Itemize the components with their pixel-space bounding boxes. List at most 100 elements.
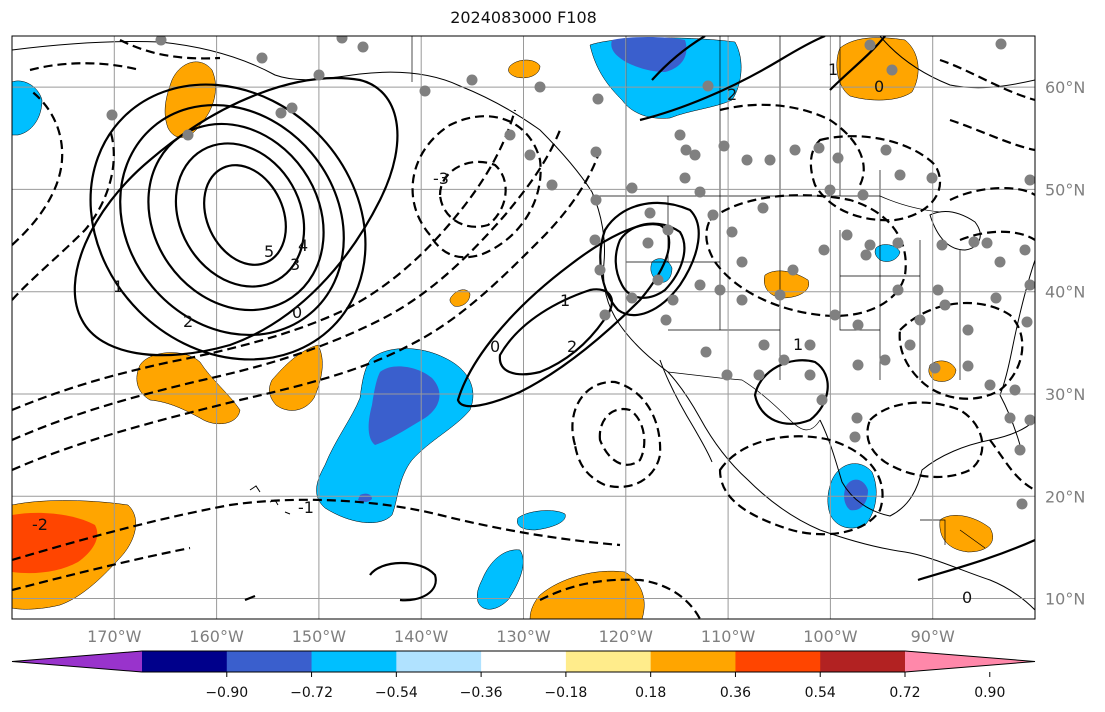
contour-label: 4: [298, 236, 308, 255]
colorbar-segment: [565, 651, 652, 672]
contour-label: 1: [560, 291, 570, 310]
shade-negative-tropics-1: [517, 510, 566, 531]
latitude-tick-label: 20°N: [1045, 487, 1085, 506]
latitude-tick-label: 40°N: [1045, 283, 1085, 302]
station-dot: [904, 339, 916, 351]
station-dot: [694, 186, 706, 198]
station-dot: [753, 369, 765, 381]
contour-label: 2: [183, 312, 193, 331]
station-dot: [419, 85, 431, 97]
shade-positive-small-2: [449, 289, 471, 307]
colorbar-segment: [481, 651, 567, 672]
station-dot: [626, 292, 638, 304]
longitude-tick-label: 160°W: [189, 627, 244, 646]
contour-neg-west-1: [12, 89, 64, 246]
contour-west-us-1: [599, 201, 700, 317]
latitude-tick-label: 50°N: [1045, 180, 1085, 199]
station-dot: [589, 234, 601, 246]
station-dot: [182, 129, 194, 141]
station-dot: [546, 179, 558, 191]
station-dot: [660, 314, 672, 326]
colorbar-outline: [11, 650, 1036, 673]
contour-neg-tropics-1: [12, 498, 621, 562]
longitude-tick-label: 130°W: [496, 627, 551, 646]
longitude-labels: 170°W 160°W 150°W 140°W 130°W 120°W 110°W 100°W…: [87, 627, 955, 646]
station-dot: [726, 226, 738, 238]
station-dot: [1016, 498, 1028, 510]
colorbar-tick-label: 0.54: [805, 685, 836, 701]
colorbar-segment: [311, 651, 397, 672]
colorbar-tick-label: −0.90: [205, 685, 248, 701]
station-dot: [644, 207, 656, 219]
shade-negative-midwest: [874, 244, 901, 262]
station-dot: [642, 237, 654, 249]
station-dot: [994, 256, 1006, 268]
contour-label: 1: [113, 277, 123, 296]
contour-neg-mexico-1: [718, 435, 884, 536]
station-dot: [860, 249, 872, 261]
station-dot: [1019, 244, 1031, 256]
contour-neg-pacific-3: [12, 109, 517, 412]
station-dot: [864, 239, 876, 251]
station-dot: [504, 129, 516, 141]
shade-negative-pacific-spot: [358, 493, 372, 503]
contour-neg-plains-1: [705, 194, 907, 317]
contour-hawaii-0: [244, 594, 256, 602]
longitude-tick-label: 110°W: [701, 627, 756, 646]
contour-high-5: [203, 164, 287, 266]
station-dot: [789, 144, 801, 156]
longitude-tick-label: 100°W: [803, 627, 858, 646]
station-dot: [804, 369, 816, 381]
station-dot: [1024, 279, 1035, 291]
station-dot: [886, 64, 898, 76]
station-dot: [879, 354, 891, 366]
colorbar-segment: [650, 651, 736, 672]
contour-high-4: [174, 142, 306, 288]
contour-south-0: [369, 561, 437, 602]
station-dot: [852, 319, 864, 331]
station-dot: [926, 172, 938, 184]
station-dot: [1014, 444, 1026, 456]
station-dot: [256, 52, 268, 64]
contour-neg-pacific-1: [12, 149, 602, 472]
shade-positive-small-1: [508, 59, 541, 79]
station-dot: [700, 346, 712, 358]
colorbar-segment: [142, 651, 228, 672]
station-dot: [357, 41, 369, 53]
latitude-tick-label: 10°N: [1045, 590, 1085, 609]
station-dot: [599, 309, 611, 321]
station-dot: [932, 284, 944, 296]
border-central-america: [920, 519, 986, 549]
latitude-tick-label: 30°N: [1045, 385, 1085, 404]
colorbar-extend-high: [905, 651, 1035, 672]
station-dot: [757, 202, 769, 214]
contour-caribbean: [917, 538, 1035, 582]
station-dot: [981, 237, 993, 249]
contour-neg-canada-2: [939, 58, 1035, 152]
station-dot: [880, 144, 892, 156]
station-dot: [718, 140, 730, 152]
station-dot: [534, 81, 546, 93]
station-dot: [816, 394, 828, 406]
station-dot: [936, 239, 948, 251]
station-dot: [679, 172, 691, 184]
longitude-tick-label: 120°W: [599, 627, 654, 646]
shade-negative-tropics-2: [476, 549, 524, 610]
station-dot: [914, 314, 926, 326]
contour-neg-east-2: [949, 187, 1035, 242]
contour-neg-tropics-2: [12, 546, 701, 619]
station-dot: [592, 93, 604, 105]
contour-label: -1: [298, 498, 314, 517]
station-dot: [336, 36, 348, 44]
contour-label: -3: [433, 169, 449, 188]
colorbar-tick-label: −0.18: [544, 685, 587, 701]
station-dot: [857, 189, 869, 201]
colorbar: −0.90 −0.72 −0.54 −0.36 −0.18 0.18 0.36 0.54 0.7…: [11, 650, 1036, 701]
station-dot: [813, 142, 825, 154]
shade-positive-south: [529, 570, 645, 619]
station-dot: [590, 146, 602, 158]
station-dot: [864, 39, 876, 51]
station-dot: [841, 229, 853, 241]
station-dot: [832, 152, 844, 164]
